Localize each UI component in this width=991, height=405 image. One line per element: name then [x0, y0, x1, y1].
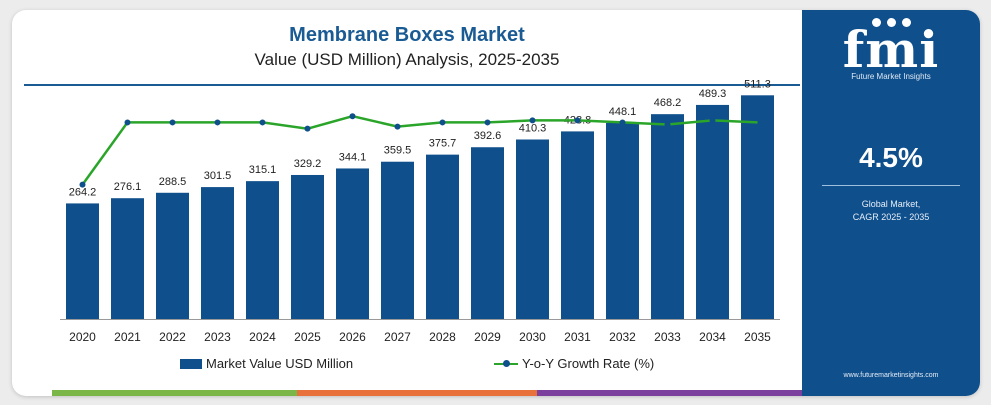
bar-value-label: 276.1 — [114, 181, 142, 193]
bar-value-label: 392.6 — [474, 130, 502, 142]
bar-2025 — [291, 174, 324, 319]
bar-2032 — [606, 122, 639, 319]
x-tick-label: 2028 — [429, 330, 456, 344]
bar-2020 — [66, 203, 99, 319]
fmi-logo: fmi — [842, 20, 940, 79]
x-tick-label: 2032 — [609, 330, 636, 344]
legend-bar-swatch — [180, 358, 202, 369]
cagr-label-line-1: Global Market, — [861, 199, 921, 209]
bar-value-label: 511.3 — [744, 78, 771, 90]
growth-point-2022 — [169, 119, 176, 126]
growth-point-2029 — [484, 119, 491, 126]
growth-point-2031 — [574, 117, 581, 124]
growth-point-2023 — [214, 119, 221, 126]
footer-bar-purple — [537, 390, 802, 396]
x-tick-label: 2021 — [114, 330, 141, 344]
bar-2028 — [426, 154, 459, 319]
bar-2027 — [381, 161, 414, 319]
footer-bar-orange — [297, 390, 537, 396]
x-tick-label: 2023 — [204, 330, 231, 344]
bar-2034 — [696, 104, 729, 320]
x-tick-label: 2029 — [474, 330, 501, 344]
chart-title: Membrane Boxes Market — [289, 24, 525, 46]
cagr-label-line-2: CAGR 2025 - 2035 — [852, 212, 930, 222]
bar-2023 — [201, 187, 234, 319]
x-tick-label: 2033 — [654, 330, 681, 344]
legend-line: Y-o-Y Growth Rate (%) — [494, 356, 654, 371]
footer-bar-green — [52, 390, 297, 396]
x-tick-label: 2022 — [159, 330, 186, 344]
chart-card: Membrane Boxes Market Value (USD Million… — [12, 10, 980, 396]
bar-2031 — [561, 131, 594, 319]
bar-value-label: 344.1 — [339, 151, 367, 163]
logo-subtitle: Future Market Insights — [851, 72, 931, 81]
bar-value-label: 489.3 — [699, 88, 727, 100]
bar-value-label: 301.5 — [204, 170, 232, 182]
x-tick-label: 2034 — [699, 330, 726, 344]
legend-line-swatch — [494, 359, 518, 369]
cagr-label: Global Market, CAGR 2025 - 2035 — [802, 198, 980, 224]
bar-2024 — [246, 181, 279, 319]
bar-value-label: 315.1 — [249, 164, 277, 176]
website-link[interactable]: www.futuremarketinsights.com — [843, 372, 939, 379]
growth-point-2021 — [124, 119, 131, 126]
bar-2035 — [741, 95, 774, 320]
legend-line-label: Y-o-Y Growth Rate (%) — [522, 356, 655, 371]
x-tick-label: 2020 — [69, 330, 96, 344]
x-tick-label: 2025 — [294, 330, 321, 344]
bar-2030 — [516, 139, 549, 319]
fmi-side-panel: fmi Future Market Insights 4.5% Global M… — [802, 10, 980, 396]
bar-2033 — [651, 114, 684, 319]
bar-2021 — [111, 198, 144, 319]
growth-point-2032 — [619, 119, 626, 126]
bar-2022 — [156, 192, 189, 319]
growth-point-2028 — [439, 119, 446, 126]
bar-value-label: 468.2 — [654, 97, 682, 109]
x-tick-label: 2031 — [564, 330, 591, 344]
growth-point-2030 — [529, 117, 536, 124]
bar-value-label: 288.5 — [159, 176, 187, 188]
growth-point-2026 — [349, 113, 356, 120]
logo-dots-icon — [802, 14, 980, 32]
bar-value-label: 410.3 — [519, 122, 547, 134]
x-tick-label: 2030 — [519, 330, 546, 344]
legend-bar-label: Market Value USD Million — [206, 356, 354, 371]
bar-value-label: 375.7 — [429, 138, 457, 150]
growth-point-2025 — [304, 125, 311, 132]
cagr-divider — [822, 185, 960, 186]
growth-point-2024 — [259, 119, 266, 126]
growth-point-2033 — [664, 121, 671, 128]
bar-value-label: 264.2 — [69, 186, 97, 198]
x-tick-label: 2026 — [339, 330, 366, 344]
bar-2026 — [336, 168, 369, 319]
cagr-value: 4.5% — [859, 142, 923, 173]
chart-subtitle: Value (USD Million) Analysis, 2025-2035 — [254, 50, 560, 69]
bar-2029 — [471, 147, 504, 319]
title-rule — [24, 84, 800, 86]
legend-bar: Market Value USD Million — [180, 356, 353, 371]
bar-value-label: 448.1 — [609, 106, 637, 118]
bar-value-label: 329.2 — [294, 158, 322, 170]
growth-rate-line — [81, 114, 758, 186]
bar-value-label: 359.5 — [384, 145, 412, 157]
x-tick-label: 2035 — [744, 330, 771, 344]
growth-point-2020 — [79, 181, 86, 188]
bar-line-chart: 264.2 2020 276.1 2021 288.5 2022 301.5 2023 315.… — [60, 78, 780, 344]
growth-point-2027 — [394, 123, 401, 130]
growth-point-2034 — [709, 117, 716, 124]
x-tick-label: 2024 — [249, 330, 276, 344]
x-tick-label: 2027 — [384, 330, 411, 344]
